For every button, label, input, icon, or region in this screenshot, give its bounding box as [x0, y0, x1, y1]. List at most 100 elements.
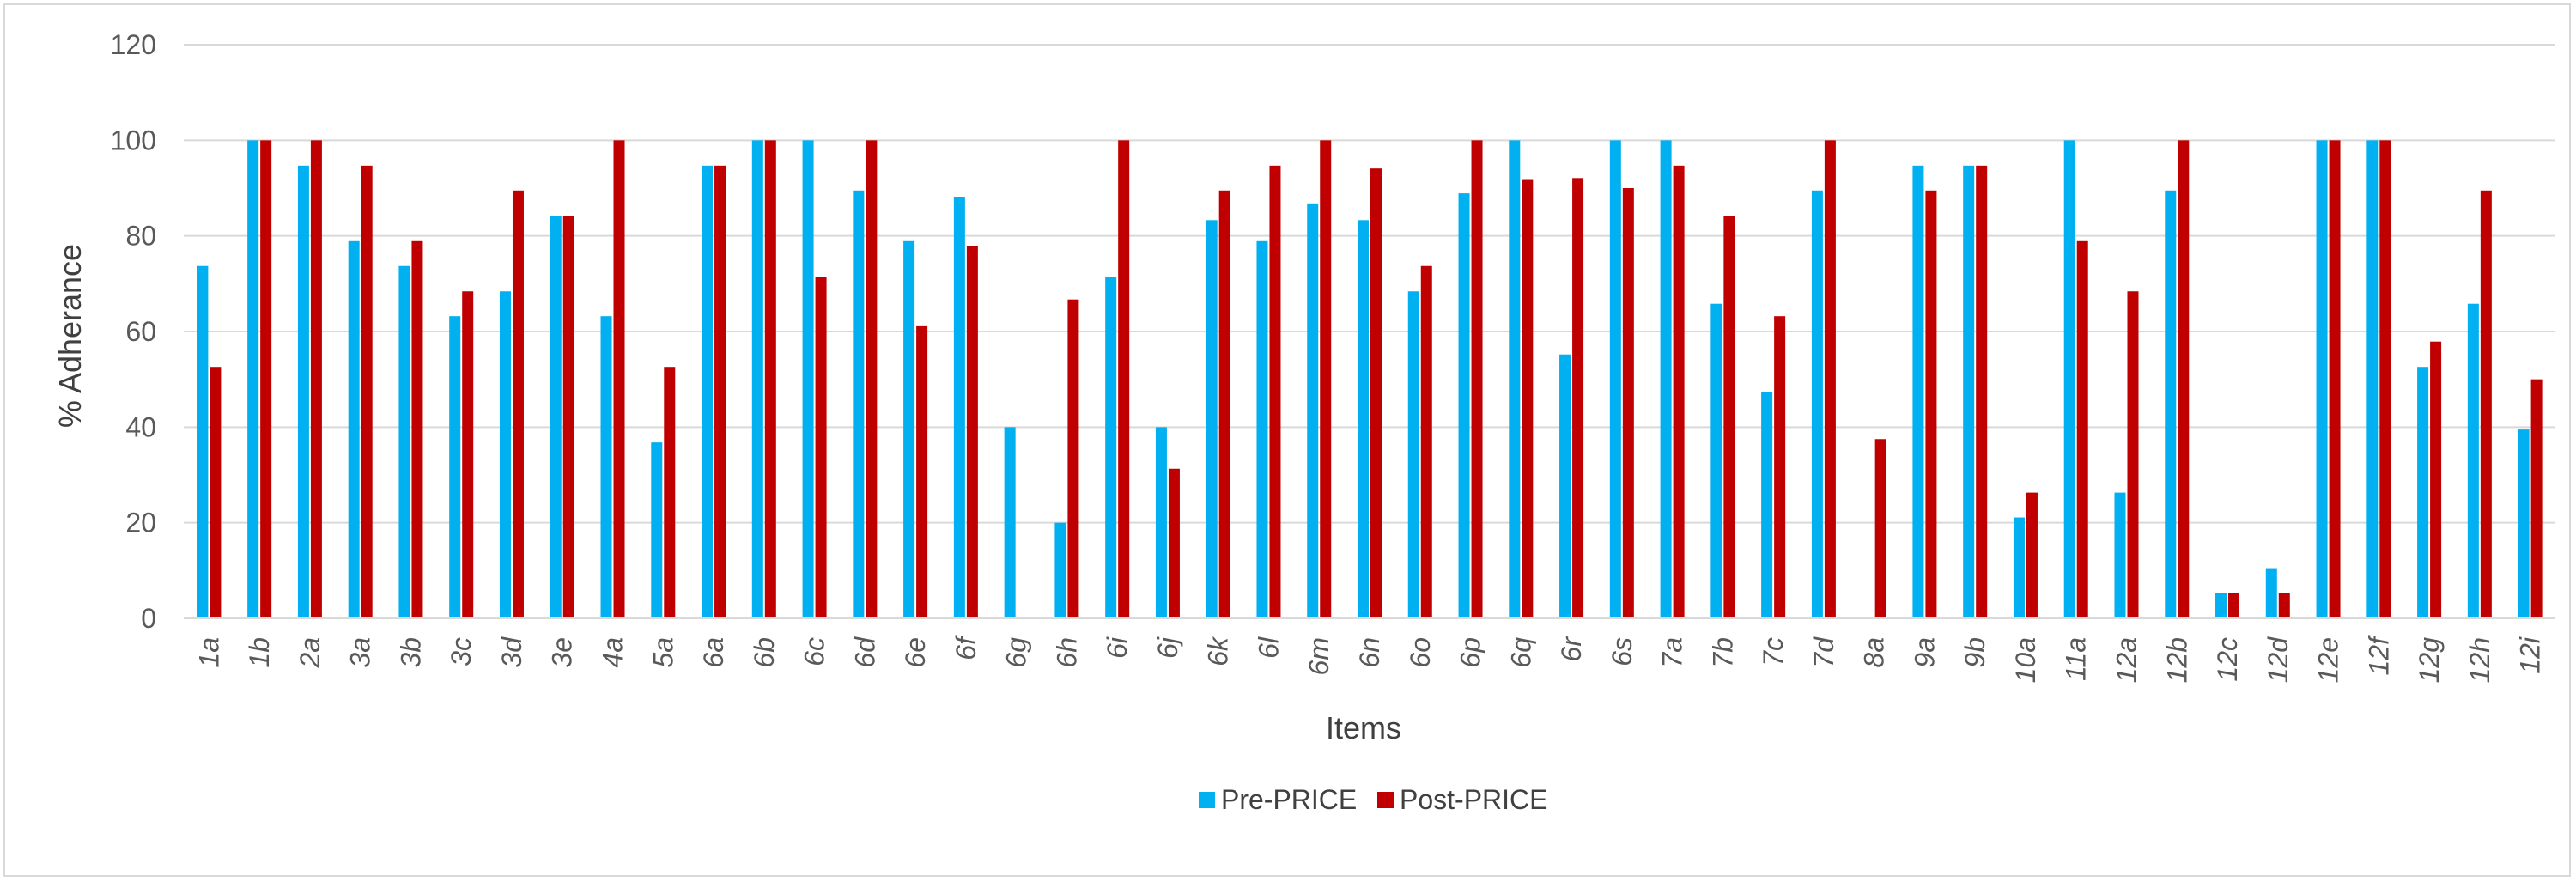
bar-post-price-12f [2379, 140, 2391, 619]
bar-post-price-6o [1420, 265, 1432, 618]
x-tick-label: 6d [849, 636, 880, 668]
bar-post-price-1b [260, 140, 272, 619]
x-tick-label: 6r [1556, 636, 1587, 662]
bar-post-price-3a [361, 165, 373, 618]
bar-pre-price-6q [1509, 140, 1521, 619]
bar-post-price-12i [2530, 379, 2543, 618]
x-tick-label: 3c [446, 637, 477, 666]
bar-post-price-3b [411, 240, 423, 618]
x-tick-label: 6l [1253, 636, 1284, 659]
bar-post-price-6i [1118, 140, 1130, 619]
bar-pre-price-6e [903, 240, 915, 618]
bar-post-price-6p [1471, 140, 1483, 619]
bar-pre-price-1a [197, 265, 209, 618]
bar-post-price-12g [2430, 341, 2442, 618]
bar-post-price-1a [210, 367, 222, 618]
x-tick-label: 4a [598, 637, 629, 668]
y-axis-ticks: 0 20 40 60 80 100 120 [111, 29, 156, 634]
bar-pre-price-10a [2013, 517, 2025, 618]
bar-post-price-12b [2178, 140, 2190, 619]
bar-pre-price-7c [1761, 392, 1773, 618]
chart-area: 0 20 40 60 80 100 120 1a 1b 2a 3a 3b 3c 3d 3e 4a 5a 6a 6b… [3, 3, 2571, 877]
x-axis-ticks: 1a 1b 2a 3a 3b 3c 3d 3e 4a 5a 6a 6b 6c 6d 6e 6f 6g 6h 6i 6j… [193, 635, 2545, 684]
bar-pre-price-12d [2265, 568, 2277, 618]
bar-post-price-9b [1976, 165, 1988, 618]
x-tick-label: 3e [547, 637, 578, 668]
y-axis-title: % Adherance [52, 244, 88, 428]
bar-pre-price-3d [499, 291, 511, 618]
y-tick-label: 120 [111, 29, 156, 60]
bar-pre-price-9a [1912, 165, 1924, 618]
bar-post-price-6d [866, 140, 878, 619]
legend-label-pre-price: Pre-PRICE [1221, 784, 1357, 815]
x-tick-label: 6f [951, 635, 981, 660]
bar-pre-price-12g [2417, 367, 2429, 618]
bar-pre-price-3a [348, 240, 360, 618]
bar-post-price-4a [613, 140, 625, 619]
x-tick-label: 12a [2111, 637, 2142, 683]
bar-pre-price-11a [2063, 140, 2075, 619]
bar-pre-price-3e [550, 216, 562, 618]
bar-pre-price-6c [802, 140, 814, 619]
bar-pre-price-12a [2114, 492, 2126, 618]
x-tick-label: 12b [2161, 637, 2192, 683]
bar-pre-price-6s [1609, 140, 1621, 619]
gridlines [184, 44, 2555, 524]
x-tick-label: 6a [698, 637, 729, 668]
bar-pre-price-12b [2165, 190, 2177, 619]
bar-pre-price-6i [1105, 277, 1117, 618]
bar-pre-price-6m [1307, 203, 1319, 618]
x-tick-label: 5a [647, 637, 678, 668]
x-tick-label: 12d [2263, 636, 2293, 684]
bar-post-price-9a [1925, 190, 1937, 619]
bar-post-price-6e [916, 325, 928, 618]
bar-post-price-6l [1269, 165, 1281, 618]
legend-swatch-pre-price [1199, 792, 1215, 808]
x-tick-label: 1a [193, 637, 224, 668]
bar-post-price-8a [1874, 439, 1886, 618]
x-tick-label: 12f [2363, 635, 2394, 676]
x-tick-label: 8a [1859, 637, 1890, 668]
x-tick-label: 6e [900, 637, 931, 668]
x-tick-label: 3d [496, 636, 527, 668]
bar-post-price-3d [512, 190, 524, 619]
bar-pre-price-6d [853, 190, 865, 619]
bar-post-price-6f [966, 246, 978, 618]
bar-post-price-12h [2480, 190, 2492, 619]
x-tick-label: 12h [2464, 637, 2495, 683]
bar-chart: 0 20 40 60 80 100 120 1a 1b 2a 3a 3b 3c 3d 3e 4a 5a 6a 6b… [52, 29, 2555, 815]
x-tick-label: 7a [1657, 637, 1688, 668]
bar-pre-price-7a [1660, 140, 1672, 619]
x-tick-label: 6s [1607, 637, 1637, 666]
bar-pre-price-6a [702, 165, 714, 618]
bar-pre-price-7b [1710, 303, 1722, 618]
y-tick-label: 60 [125, 316, 156, 347]
bar-post-price-5a [664, 367, 676, 618]
bar-pre-price-3b [398, 265, 410, 618]
y-tick-label: 40 [125, 411, 156, 442]
y-tick-label: 0 [141, 603, 156, 634]
bar-pre-price-6n [1358, 220, 1369, 618]
bar-pre-price-6r [1559, 354, 1571, 618]
y-tick-label: 100 [111, 125, 156, 155]
x-tick-label: 6p [1455, 637, 1486, 668]
bar-post-price-6h [1067, 299, 1079, 618]
bar-post-price-2a [310, 140, 322, 619]
bar-pre-price-4a [600, 316, 612, 618]
x-tick-label: 6n [1354, 637, 1385, 668]
bar-post-price-6k [1218, 190, 1230, 619]
x-tick-label: 11a [2061, 637, 2092, 681]
bar-post-price-12d [2278, 593, 2290, 618]
x-tick-label: 6h [1051, 637, 1082, 668]
bar-post-price-3e [562, 216, 574, 618]
x-tick-label: 6i [1102, 636, 1133, 659]
x-tick-label: 7b [1707, 637, 1738, 668]
bar-post-price-12e [2329, 140, 2341, 619]
bar-pre-price-7d [1811, 190, 1823, 619]
bar-pre-price-6l [1256, 240, 1268, 618]
bar-pre-price-6k [1206, 220, 1218, 618]
legend-swatch-post-price [1377, 792, 1394, 808]
bar-post-price-6m [1320, 140, 1332, 619]
x-axis-title: Items [1326, 710, 1401, 745]
x-tick-label: 1b [244, 637, 275, 668]
